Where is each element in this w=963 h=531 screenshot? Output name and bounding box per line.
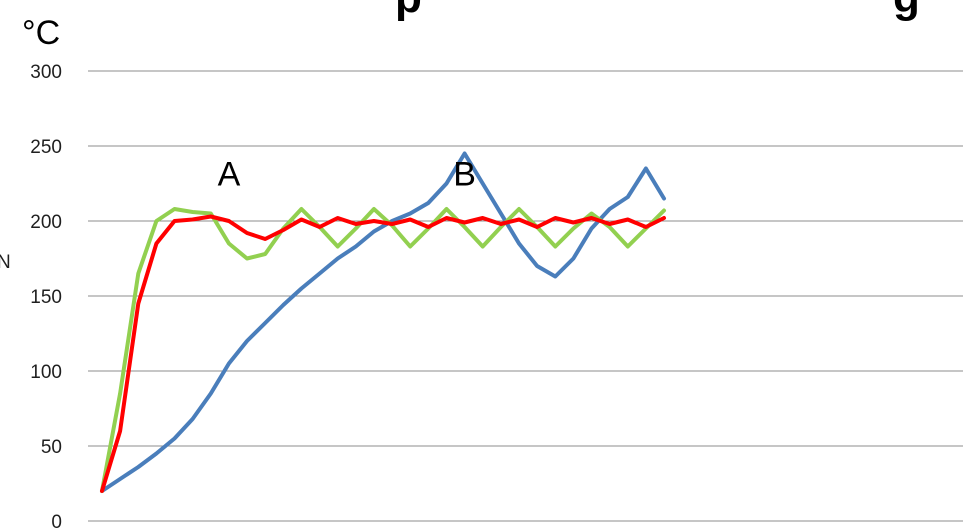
y-tick-labels: 0 50 100 150 200 250 300 (30, 62, 62, 531)
title-fragment-left: p (395, 0, 422, 22)
title-fragment-right: g (893, 0, 920, 22)
y-tick-label-300: 300 (30, 62, 62, 83)
series-lines (102, 154, 664, 492)
y-tick-label-0: 0 (51, 512, 62, 531)
annotation-b: B (453, 156, 476, 194)
y-tick-label-200: 200 (30, 212, 62, 233)
y-tick-label-150: 150 (30, 287, 62, 308)
side-label-fragment: N (0, 252, 11, 273)
annotation-a: A (218, 156, 241, 194)
y-unit-label: °C (22, 14, 60, 52)
grid-lines (88, 71, 963, 521)
y-tick-label-100: 100 (30, 362, 62, 383)
series-line-2 (102, 217, 664, 492)
series-line-0 (102, 154, 664, 492)
y-tick-label-50: 50 (41, 437, 62, 458)
y-tick-label-250: 250 (30, 137, 62, 158)
